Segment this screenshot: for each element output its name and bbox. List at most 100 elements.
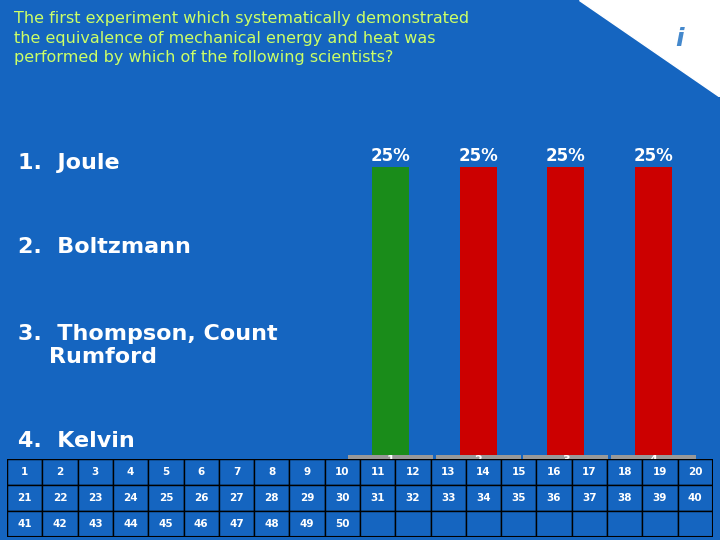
Bar bbox=[460, 166, 497, 455]
Text: 3: 3 bbox=[91, 467, 99, 477]
Bar bbox=[607, 459, 642, 485]
Text: 17: 17 bbox=[582, 467, 597, 477]
Bar bbox=[501, 485, 536, 511]
Text: 47: 47 bbox=[229, 519, 244, 529]
Text: 24: 24 bbox=[123, 493, 138, 503]
Text: 31: 31 bbox=[370, 493, 385, 503]
Text: 5: 5 bbox=[162, 467, 170, 477]
Text: 25: 25 bbox=[158, 493, 174, 503]
Text: 48: 48 bbox=[264, 519, 279, 529]
Bar bbox=[289, 459, 325, 485]
Bar bbox=[572, 459, 607, 485]
Bar bbox=[184, 485, 219, 511]
Bar bbox=[607, 511, 642, 537]
Bar bbox=[395, 511, 431, 537]
Text: 49: 49 bbox=[300, 519, 315, 529]
Text: 21: 21 bbox=[17, 493, 32, 503]
Text: i: i bbox=[675, 27, 684, 51]
Text: 28: 28 bbox=[264, 493, 279, 503]
Text: 6: 6 bbox=[197, 467, 205, 477]
Text: 37: 37 bbox=[582, 493, 597, 503]
Text: 29: 29 bbox=[300, 493, 314, 503]
Bar bbox=[431, 511, 466, 537]
Bar bbox=[78, 485, 113, 511]
Text: 9: 9 bbox=[304, 467, 310, 477]
Bar bbox=[360, 511, 395, 537]
Bar bbox=[254, 485, 289, 511]
Bar bbox=[431, 459, 466, 485]
Bar bbox=[635, 166, 672, 455]
Text: 15: 15 bbox=[511, 467, 526, 477]
Bar bbox=[148, 485, 184, 511]
Text: 18: 18 bbox=[617, 467, 632, 477]
Text: 13: 13 bbox=[441, 467, 456, 477]
Text: 45: 45 bbox=[158, 519, 174, 529]
Text: 26: 26 bbox=[194, 493, 209, 503]
Text: 11: 11 bbox=[370, 467, 385, 477]
Text: 19: 19 bbox=[653, 467, 667, 477]
Bar bbox=[78, 459, 113, 485]
Text: 44: 44 bbox=[123, 519, 138, 529]
Bar bbox=[678, 459, 713, 485]
Bar bbox=[536, 485, 572, 511]
Bar bbox=[254, 511, 289, 537]
Bar bbox=[184, 459, 219, 485]
Bar bbox=[7, 511, 42, 537]
Text: 4: 4 bbox=[127, 467, 135, 477]
Bar bbox=[42, 485, 78, 511]
Bar bbox=[7, 485, 42, 511]
Text: 25%: 25% bbox=[459, 147, 498, 165]
Text: 42: 42 bbox=[53, 519, 68, 529]
Bar bbox=[536, 459, 572, 485]
Text: 41: 41 bbox=[17, 519, 32, 529]
Bar bbox=[466, 511, 501, 537]
Text: 25%: 25% bbox=[546, 147, 585, 165]
Bar bbox=[184, 511, 219, 537]
Bar bbox=[360, 485, 395, 511]
Bar bbox=[325, 485, 360, 511]
Text: 1: 1 bbox=[387, 455, 395, 465]
Bar bbox=[325, 459, 360, 485]
Bar bbox=[536, 511, 572, 537]
Bar bbox=[219, 485, 254, 511]
Text: 27: 27 bbox=[229, 493, 244, 503]
Text: 25%: 25% bbox=[371, 147, 410, 165]
Text: 10: 10 bbox=[335, 467, 350, 477]
Bar bbox=[501, 511, 536, 537]
Text: The first experiment which systematically demonstrated
the equivalence of mechan: The first experiment which systematicall… bbox=[14, 11, 469, 65]
Bar bbox=[501, 459, 536, 485]
Text: 12: 12 bbox=[405, 467, 420, 477]
Text: 2: 2 bbox=[474, 455, 482, 465]
Bar bbox=[523, 455, 608, 464]
Text: 36: 36 bbox=[546, 493, 562, 503]
Bar bbox=[611, 455, 696, 464]
Text: 20: 20 bbox=[688, 467, 703, 477]
Text: 4: 4 bbox=[649, 455, 657, 465]
Text: 34: 34 bbox=[476, 493, 491, 503]
Bar bbox=[572, 485, 607, 511]
Bar bbox=[395, 485, 431, 511]
Bar bbox=[348, 455, 433, 464]
Text: 8: 8 bbox=[268, 467, 276, 477]
Text: 38: 38 bbox=[617, 493, 632, 503]
Bar bbox=[431, 485, 466, 511]
Bar bbox=[289, 485, 325, 511]
Bar bbox=[78, 511, 113, 537]
Bar bbox=[642, 511, 678, 537]
Bar bbox=[642, 459, 678, 485]
Text: 3.  Thompson, Count
    Rumford: 3. Thompson, Count Rumford bbox=[19, 324, 278, 367]
Text: 1.  Joule: 1. Joule bbox=[19, 153, 120, 173]
Bar bbox=[42, 511, 78, 537]
Bar bbox=[607, 485, 642, 511]
Bar bbox=[395, 459, 431, 485]
Text: 4.  Kelvin: 4. Kelvin bbox=[19, 431, 135, 451]
Bar bbox=[113, 511, 148, 537]
Bar bbox=[678, 485, 713, 511]
Bar bbox=[113, 485, 148, 511]
Text: 40: 40 bbox=[688, 493, 703, 503]
Text: 3: 3 bbox=[562, 455, 570, 465]
Polygon shape bbox=[579, 0, 720, 97]
Bar bbox=[148, 511, 184, 537]
Text: 7: 7 bbox=[233, 467, 240, 477]
Bar bbox=[289, 511, 325, 537]
